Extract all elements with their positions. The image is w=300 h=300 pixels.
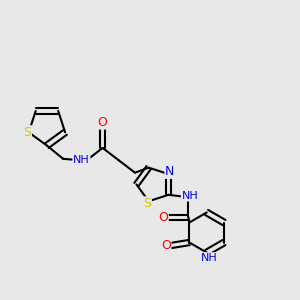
Text: NH: NH (73, 155, 90, 165)
Text: O: O (98, 116, 107, 129)
Text: NH: NH (182, 191, 198, 201)
Text: S: S (143, 197, 151, 210)
Text: O: O (158, 211, 168, 224)
Text: NH: NH (201, 253, 218, 263)
Text: S: S (23, 126, 31, 139)
Text: N: N (165, 165, 175, 178)
Text: O: O (161, 239, 171, 252)
